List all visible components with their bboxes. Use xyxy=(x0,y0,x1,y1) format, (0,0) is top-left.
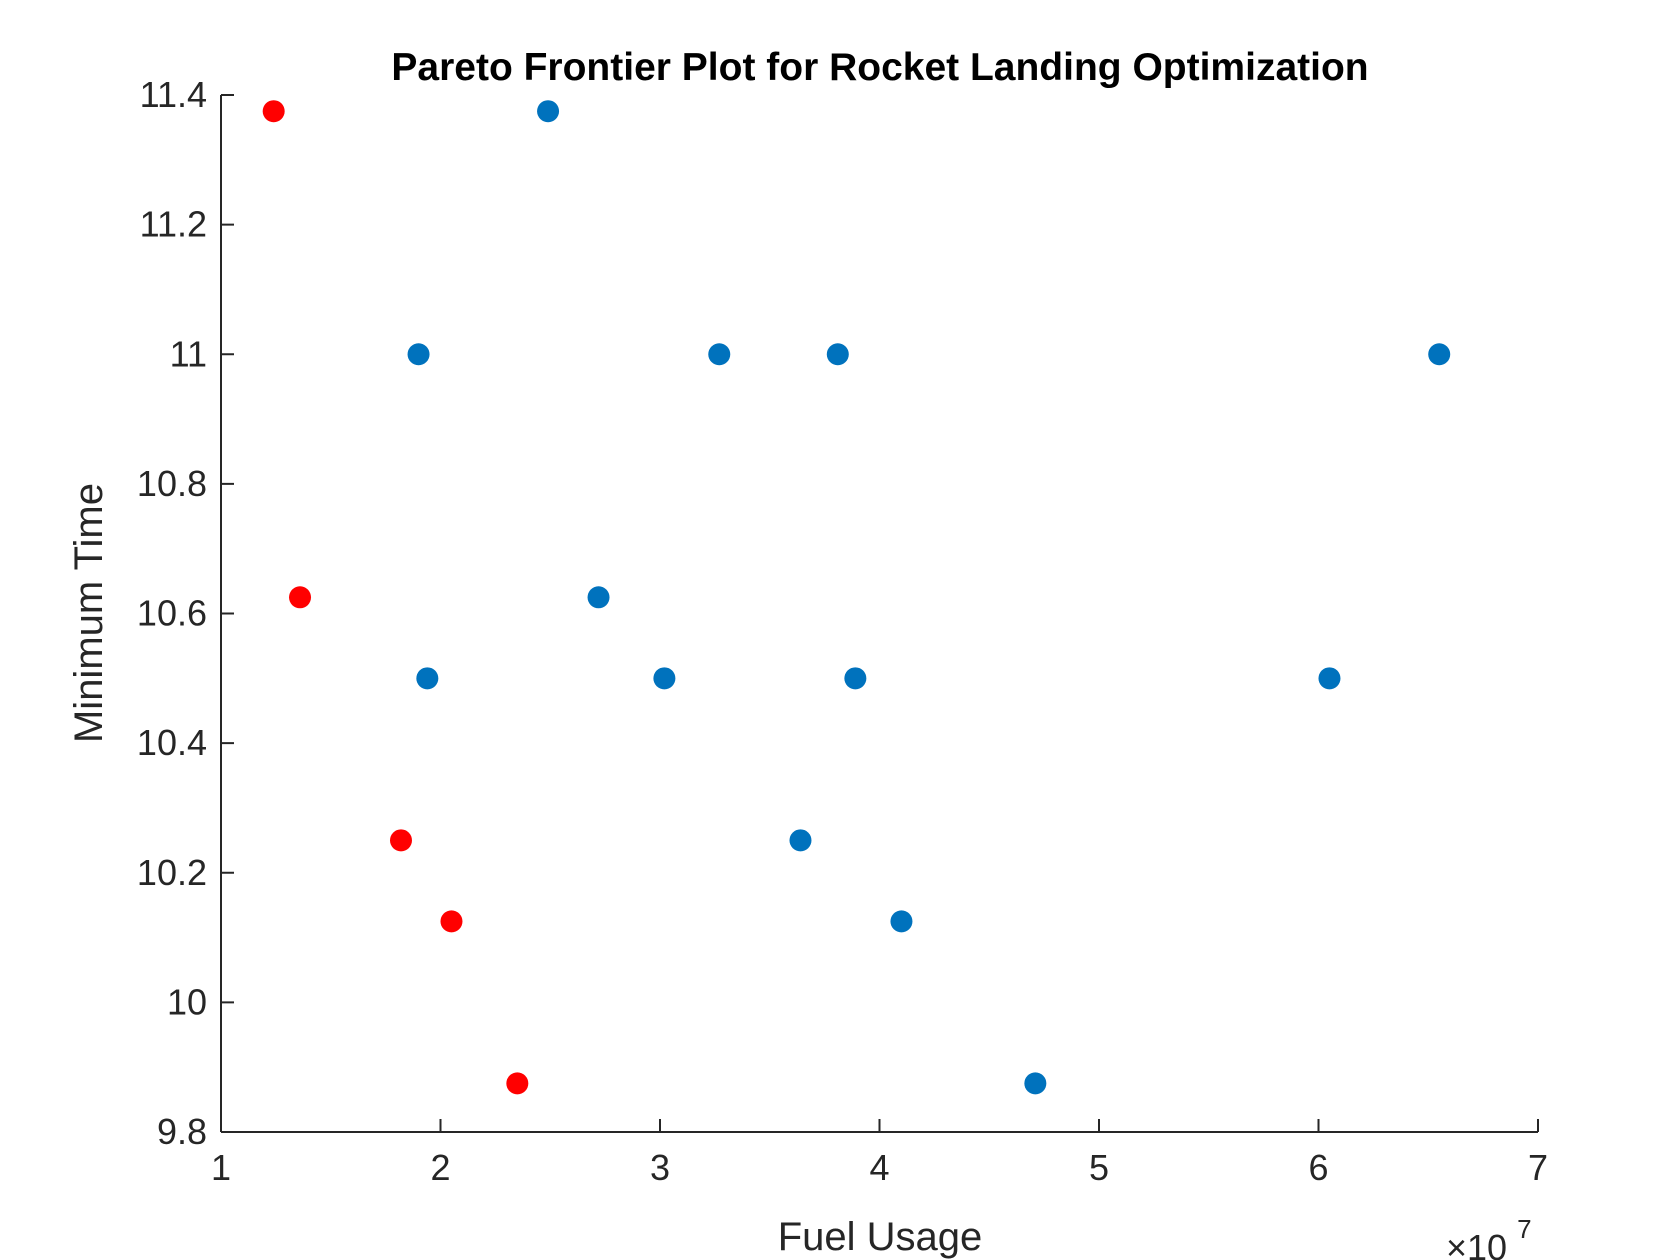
x-tick-label: 6 xyxy=(1308,1147,1328,1188)
data-point xyxy=(1318,667,1341,690)
pareto-point xyxy=(289,586,312,609)
data-point xyxy=(826,343,849,366)
data-point xyxy=(407,343,430,366)
y-tick-label: 10 xyxy=(167,981,207,1022)
pareto-point xyxy=(506,1072,529,1095)
x-tick-label: 2 xyxy=(430,1147,450,1188)
x-multiplier-exponent: 7 xyxy=(1517,1214,1531,1244)
y-tick-label: 10.6 xyxy=(137,593,207,634)
x-tick-label: 1 xyxy=(211,1147,231,1188)
x-multiplier-base: ×10 xyxy=(1446,1227,1507,1260)
pareto-point xyxy=(440,910,463,933)
y-tick-label: 10.4 xyxy=(137,722,207,763)
y-tick-label: 9.8 xyxy=(157,1111,207,1152)
data-point xyxy=(587,586,610,609)
chart-title: Pareto Frontier Plot for Rocket Landing … xyxy=(391,46,1368,89)
data-points xyxy=(262,100,1451,1095)
data-point xyxy=(708,343,731,366)
data-point xyxy=(789,829,812,852)
y-tick-label: 10.8 xyxy=(137,463,207,504)
x-axis-label: Fuel Usage xyxy=(778,1215,983,1259)
y-tick-label: 11 xyxy=(170,333,207,374)
pareto-point xyxy=(389,829,412,852)
x-tick-label: 7 xyxy=(1528,1147,1548,1188)
data-point xyxy=(844,667,867,690)
x-tick-label: 4 xyxy=(869,1147,889,1188)
data-point xyxy=(890,910,913,933)
data-point xyxy=(1024,1072,1047,1095)
axes xyxy=(220,95,1538,1133)
x-tick-label: 5 xyxy=(1089,1147,1109,1188)
y-tick-label: 10.2 xyxy=(137,852,207,893)
y-tick-label: 11.4 xyxy=(140,74,207,115)
x-ticks: 1 2 3 4 5 6 7 xyxy=(211,1119,1548,1188)
x-axis-multiplier: ×10 7 xyxy=(1446,1214,1532,1260)
x-tick-label: 3 xyxy=(650,1147,670,1188)
data-point xyxy=(416,667,439,690)
data-point xyxy=(537,100,560,123)
y-tick-label: 11.2 xyxy=(140,204,207,245)
data-point xyxy=(1428,343,1451,366)
y-ticks: 9.8 10 10.2 10.4 10.6 10.8 11 11.2 11.4 xyxy=(137,74,234,1152)
data-point xyxy=(653,667,676,690)
y-axis-label: Minimum Time xyxy=(67,483,111,743)
pareto-point xyxy=(262,100,285,123)
